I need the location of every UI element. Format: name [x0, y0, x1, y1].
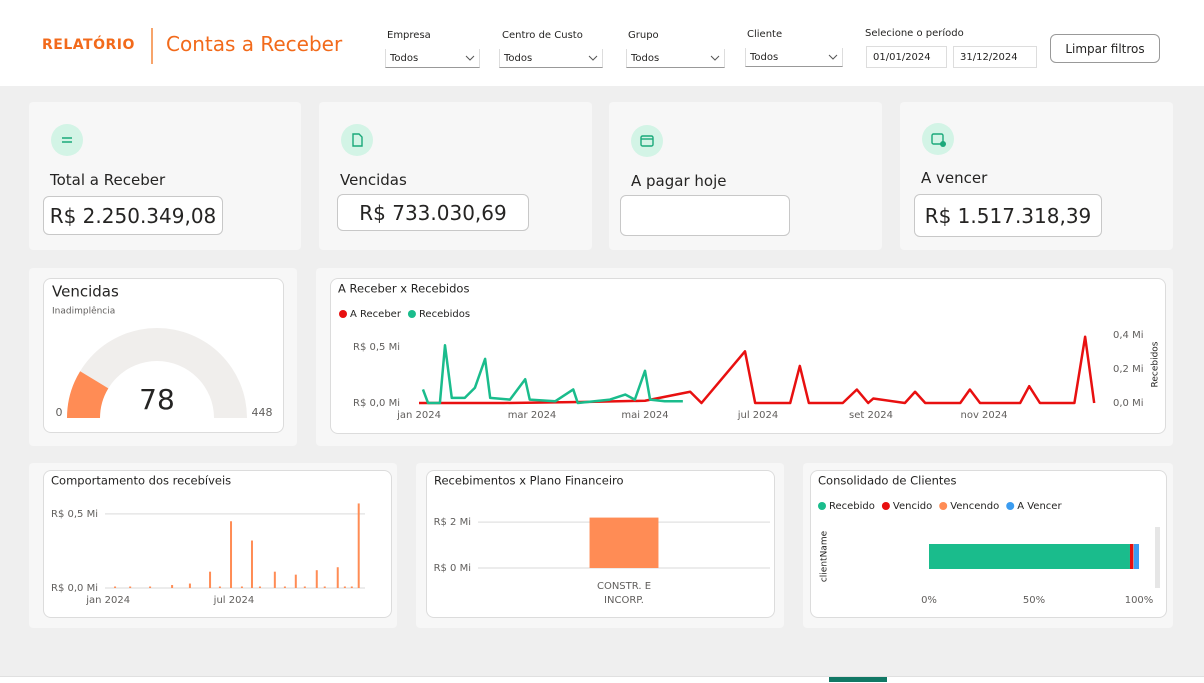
- chart-title: Recebimentos x Plano Financeiro: [434, 474, 624, 488]
- bar: [351, 587, 353, 588]
- legend-marker: [339, 310, 347, 318]
- y-tick-label: R$ 0,5 Mi: [353, 342, 400, 353]
- bar: [295, 575, 297, 588]
- x-tick-label: jul 2024: [737, 410, 779, 421]
- y-tick-label: R$ 0 Mi: [434, 563, 471, 574]
- chart-title: Comportamento dos recebíveis: [51, 474, 231, 488]
- gauge-min: 0: [56, 406, 63, 419]
- bar-segment: [929, 544, 1130, 569]
- bar: [324, 587, 326, 588]
- chart-title: Consolidado de Clientes: [818, 474, 957, 488]
- legend-marker: [1006, 502, 1014, 510]
- y-tick-label: 0,0 Mi: [1113, 398, 1144, 409]
- bar: [274, 572, 276, 588]
- x-tick-label: 0%: [921, 595, 937, 606]
- legend-marker: [882, 502, 890, 510]
- bar: [251, 541, 253, 588]
- gauge-label: 78: [139, 383, 175, 416]
- legend-label: Recebidos: [419, 309, 470, 320]
- y-axis-title: clientName: [820, 530, 830, 582]
- y-tick-label: R$ 2 Mi: [434, 517, 471, 528]
- chart-subtitle: Inadimplência: [52, 306, 115, 317]
- x-tick-label: mai 2024: [621, 410, 668, 421]
- bar: [209, 572, 211, 588]
- bar: [259, 587, 261, 588]
- y-tick-label: R$ 0,5 Mi: [51, 509, 98, 520]
- bar: [316, 570, 318, 588]
- x-tick-label: CONSTR. E INCORP.: [579, 580, 669, 608]
- bar: [241, 587, 243, 588]
- legend-label: Recebido: [829, 501, 875, 512]
- bar: [590, 518, 659, 568]
- y-tick-label: 0,2 Mi: [1113, 364, 1144, 375]
- bar: [114, 587, 116, 588]
- x-tick-label: 100%: [1125, 595, 1154, 606]
- bar: [358, 503, 360, 588]
- x-tick-label: mar 2024: [508, 410, 557, 421]
- legend-marker: [818, 502, 826, 510]
- bar-segment: [1134, 544, 1139, 569]
- bar: [149, 587, 151, 588]
- bar: [189, 584, 191, 588]
- bar: [344, 587, 346, 588]
- x-tick-label: 50%: [1023, 595, 1045, 606]
- series-line: [419, 337, 1094, 403]
- legend-label: A Receber: [350, 309, 402, 320]
- y-tick-label: R$ 0,0 Mi: [51, 583, 98, 594]
- legend-marker: [408, 310, 416, 318]
- legend-marker: [939, 502, 947, 510]
- x-tick-label: set 2024: [849, 410, 893, 421]
- bar: [230, 521, 232, 588]
- bar-segment: [1130, 544, 1133, 569]
- bar: [337, 567, 339, 588]
- x-tick-label: jan 2024: [396, 410, 441, 421]
- legend-label: Vencido: [893, 501, 932, 512]
- chart-title: A Receber x Recebidos: [338, 282, 469, 296]
- bar: [171, 585, 173, 588]
- bar: [129, 587, 131, 588]
- bar: [284, 587, 286, 588]
- x-tick-label: nov 2024: [960, 410, 1007, 421]
- bar: [304, 587, 306, 588]
- gauge-max: 448: [252, 406, 273, 419]
- y-tick-label: R$ 0,0 Mi: [353, 398, 400, 409]
- series-line: [423, 345, 683, 403]
- legend-label: Vencendo: [950, 501, 999, 512]
- chart-title: Vencidas: [52, 283, 119, 301]
- y-tick-label: 0,4 Mi: [1113, 330, 1144, 341]
- x-tick-label: jul 2024: [213, 595, 255, 606]
- x-tick-label: jan 2024: [85, 595, 130, 606]
- y2-axis-title: Recebidos: [1151, 341, 1161, 387]
- bar: [219, 587, 221, 588]
- legend-label: A Vencer: [1017, 501, 1062, 512]
